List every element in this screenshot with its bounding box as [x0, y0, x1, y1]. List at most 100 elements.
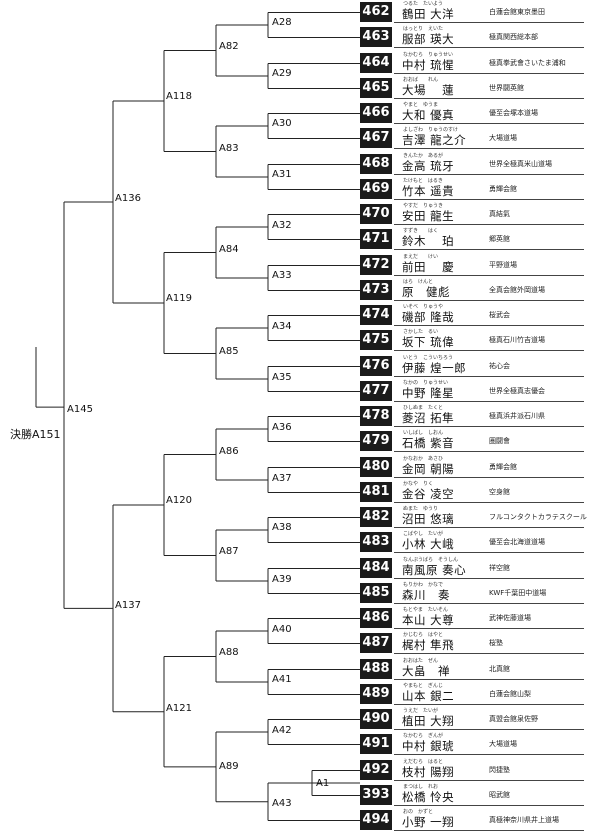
row-underline — [394, 830, 584, 831]
competitor-row: 479 いしばし しおん 石橋 紫音 圏闘會 — [360, 430, 584, 452]
competitor-row: 492 えだむら はると 枝村 陽翔 閃捷塾 — [360, 759, 584, 781]
row-underline — [394, 704, 584, 705]
match-label-a33: A33 — [272, 270, 292, 281]
competitor-row: 475 さかした るい 坂下 琉偉 極真石川竹吉道場 — [360, 329, 584, 351]
competitor-row: 482 ぬまた ゆうり 沼田 悠璃 フルコンタクトカラテスクール — [360, 506, 587, 528]
competitor-name: 石橋 紫音 — [402, 436, 455, 450]
competitor-dojo: 大場道場 — [489, 134, 517, 142]
match-label-a89: A89 — [219, 761, 239, 772]
competitor-row: 491 なかむら ぎんが 中村 銀琥 大場道場 — [360, 733, 584, 755]
competitor-dojo: 圏闘會 — [489, 437, 510, 445]
row-underline — [394, 578, 584, 579]
competitor-row: 468 きんたか あるが 金高 琉牙 世界全極真米山道場 — [360, 153, 584, 175]
competitor-name-reading: おの かずと — [403, 809, 434, 815]
match-label-a29: A29 — [272, 68, 292, 79]
competitor-name: 森川 奏 — [402, 588, 450, 602]
match-label-a28: A28 — [272, 17, 292, 28]
match-label-a82: A82 — [219, 41, 239, 52]
row-underline — [394, 426, 584, 427]
competitor-name: 枝村 陽翔 — [402, 765, 455, 779]
competitor-dojo: 世界闘英館 — [489, 84, 524, 92]
row-underline — [394, 174, 584, 175]
row-underline — [394, 628, 584, 629]
competitor-name-reading: よしざわ りゅうのすけ — [403, 127, 459, 133]
competitor-name-reading: やすだ りゅうき — [403, 203, 444, 209]
competitor-number: 466 — [360, 103, 392, 123]
competitor-row: 487 かじむら はやと 梶村 隼飛 桜塾 — [360, 632, 584, 654]
competitor-dojo: 極真石川竹吉道場 — [489, 336, 545, 344]
competitor-row: 471 すずき はく 鈴木 珀 郷英館 — [360, 228, 584, 250]
match-label-a119: A119 — [166, 293, 192, 304]
row-underline — [394, 300, 584, 301]
competitor-dojo: 真極神奈川県井上道場 — [489, 816, 559, 824]
competitor-name-reading: うえだ たいが — [403, 708, 439, 714]
row-underline — [394, 754, 584, 755]
competitor-name-reading: まえだ けい — [403, 254, 439, 260]
competitor-name-reading: すずき はく — [403, 228, 439, 234]
row-underline — [394, 249, 584, 250]
competitor-name-reading: おおはた ぜん — [403, 658, 438, 664]
match-label-a40: A40 — [272, 624, 292, 635]
competitor-dojo: 大場道場 — [489, 740, 517, 748]
competitor-name: 植田 大翔 — [402, 714, 455, 728]
competitor-row: 467 よしざわ りゅうのすけ 吉澤 龍之介 大場道場 — [360, 127, 584, 149]
competitor-name: 金谷 凌空 — [402, 487, 455, 501]
competitor-row: 470 やすだ りゅうき 安田 龍生 真結氣 — [360, 203, 584, 225]
competitor-number: 480 — [360, 457, 392, 477]
competitor-name-reading: やまもと ぎんじ — [403, 683, 443, 689]
competitor-number: 490 — [360, 709, 392, 729]
row-underline — [394, 552, 584, 553]
match-label-a85: A85 — [219, 346, 239, 357]
competitor-number: 471 — [360, 229, 392, 249]
competitor-dojo: KWF千葉田中道場 — [489, 589, 547, 597]
competitor-number: 486 — [360, 608, 392, 628]
match-label-a84: A84 — [219, 244, 239, 255]
competitor-number: 482 — [360, 507, 392, 527]
match-label-a1: A1 — [316, 778, 330, 789]
competitor-name: 鈴木 珀 — [402, 234, 455, 248]
competitor-number: 481 — [360, 482, 392, 502]
competitor-number: 468 — [360, 154, 392, 174]
competitor-dojo: 白蓮会館山梨 — [489, 690, 531, 698]
match-label-a88: A88 — [219, 647, 239, 658]
row-underline — [394, 350, 584, 351]
competitor-row: 494 おの かずと 小野 一翔 真極神奈川県井上道場 — [360, 809, 584, 831]
competitor-dojo: 祥空館 — [489, 564, 510, 572]
competitor-row: 465 おおば れん 大場 蓮 世界闘英館 — [360, 77, 584, 99]
competitor-name-reading: なかむら ぎんが — [403, 733, 444, 739]
competitor-name: 坂下 琉偉 — [402, 335, 455, 349]
row-underline — [394, 47, 584, 48]
competitor-name: 吉澤 龍之介 — [402, 133, 467, 147]
row-underline — [394, 502, 584, 503]
competitor-name: 鶴田 大洋 — [402, 7, 455, 21]
competitor-dojo: 極真関西総本部 — [489, 33, 538, 41]
competitor-name-reading: きんたか あるが — [403, 153, 444, 159]
competitor-name-reading: やまと ゆうま — [403, 102, 439, 108]
competitor-name: 磯部 隆哉 — [402, 310, 455, 324]
row-underline — [394, 679, 584, 680]
competitor-number: 393 — [360, 785, 392, 805]
competitor-row: 462 つるた たいよう 鶴田 大洋 白蓮会館東京墨田 — [360, 1, 584, 23]
competitor-row: 478 ひしぬま たくと 菱沼 拓隼 極真浜井派石川県 — [360, 405, 584, 427]
match-label-a118: A118 — [166, 91, 192, 102]
competitor-number: 492 — [360, 760, 392, 780]
competitor-row: 393 まつはし れお 松橋 怜央 昭武館 — [360, 784, 584, 806]
match-label-a42: A42 — [272, 725, 292, 736]
row-underline — [394, 376, 584, 377]
competitor-name: 本山 大尊 — [402, 613, 455, 627]
competitor-row: 490 うえだ たいが 植田 大翔 真盟会館泉佐野 — [360, 708, 584, 730]
competitor-row: 469 たけもと はるき 竹本 遥貴 勇輝会館 — [360, 178, 584, 200]
competitor-dojo: 勇輝会館 — [489, 463, 517, 471]
competitor-number: 467 — [360, 128, 392, 148]
match-label-a32: A32 — [272, 220, 292, 231]
competitor-row: 472 まえだ けい 前田 慶 平野道場 — [360, 254, 584, 276]
competitor-name: 金岡 朝陽 — [402, 462, 455, 476]
competitor-dojo: 勇輝会館 — [489, 185, 517, 193]
competitor-row: 466 やまと ゆうま 大和 優真 優至会塚本道場 — [360, 102, 584, 124]
final-match-label: 決勝A151 — [10, 428, 61, 441]
competitor-dojo: 昭武館 — [489, 791, 510, 799]
competitor-dojo: 桜塾 — [489, 639, 503, 647]
row-underline — [394, 98, 584, 99]
competitor-dojo: 祐心会 — [489, 362, 510, 370]
row-underline — [394, 325, 584, 326]
